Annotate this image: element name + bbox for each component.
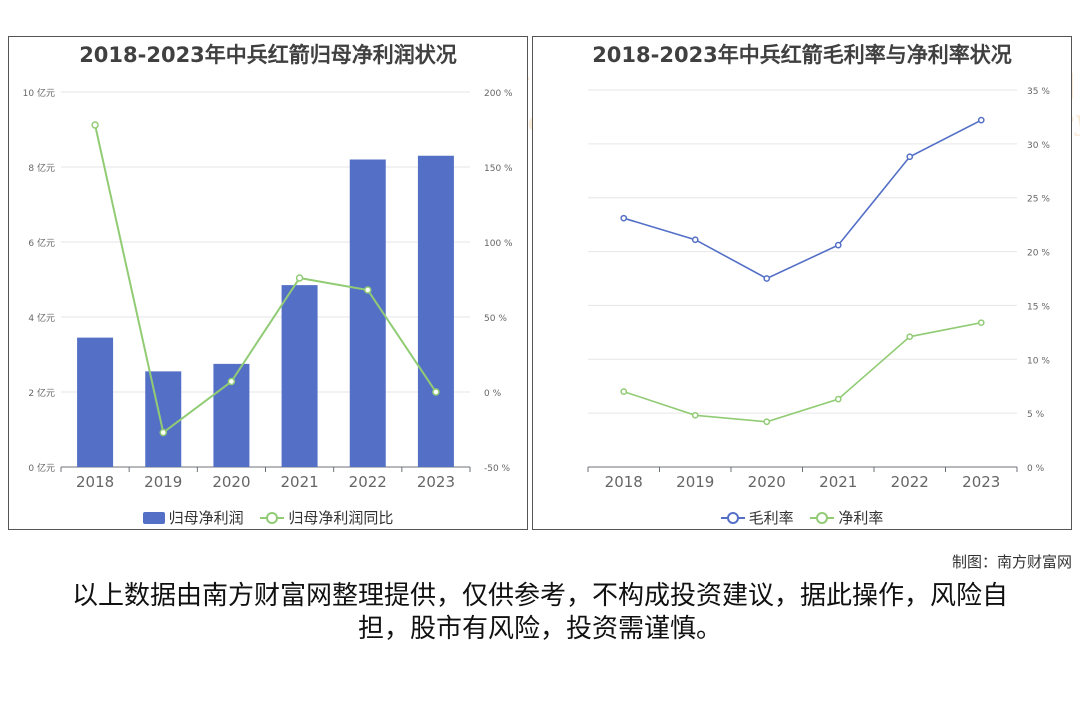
margin-legend: 毛利率 净利率 [533,507,1071,529]
y-right-tick-label: 35 % [1027,87,1050,97]
x-tick-label: 2019 [676,473,714,491]
legend-label: 归母净利润 [168,509,244,527]
x-tick-label: 2022 [891,473,929,491]
point-gross-margin [906,153,914,161]
series-line-gross-margin [623,119,982,280]
y-left-tick-label: 4 亿元 [28,312,55,324]
chart-credit: 制图：南方财富网 [951,553,1072,571]
x-tick-label: 2023 [962,473,1000,491]
point-gross-margin [620,214,628,222]
point-net-margin [906,333,914,341]
margin-chart-title: 2018-2023年中兵红箭毛利率与净利率状况 [592,43,1012,67]
x-tick-label: 2018 [76,473,114,491]
point-net-profit-yoy [91,121,99,129]
legend-label: 净利率 [838,509,884,527]
point-gross-margin [834,241,842,249]
point-net-margin [763,418,771,426]
y-right-tick-label: -50 % [484,464,511,474]
legend-line-marker-icon [810,511,835,524]
margin-chart-panel: 2018-2023年中兵红箭毛利率与净利率状况 0 % 5 % 10 % 15 % 20… [532,36,1072,530]
y-left-tick-label: 0 亿元 [28,462,55,474]
legend-label: 归母净利润同比 [288,509,394,527]
disclaimer-text: 以上数据由南方财富网整理提供，仅供参考，不构成投资建议，据此操作，风险自担，股市… [71,581,1008,644]
point-net-profit-yoy [295,274,304,282]
x-tick-label: 2021 [819,473,857,491]
legend-item-net-profit-yoy[interactable]: 归母净利润同比 [260,507,393,528]
legend-label: 毛利率 [748,509,794,527]
legend-item-net-margin[interactable]: 净利率 [810,507,883,528]
y-right-tick-label: 200 % [484,89,513,99]
point-net-profit-yoy [159,428,167,437]
point-net-profit-yoy [432,388,440,396]
y-left-tick-label: 8 亿元 [28,162,55,174]
y-right-tick-label: 0 % [1027,464,1045,474]
y-right-tick-label: 50 % [484,314,507,324]
legend-item-net-profit[interactable]: 归母净利润 [142,507,244,528]
net-profit-legend: 归母净利润 归母净利润同比 [9,507,527,529]
y-right-tick-label: 10 % [1027,356,1050,366]
x-tick-label: 2022 [349,473,387,491]
y-left-tick-label: 2 亿元 [28,387,55,399]
series-line-net-margin [623,321,982,423]
y-right-tick-label: 0 % [484,389,502,399]
x-tick-label: 2021 [280,473,318,491]
bar-net-profit [145,371,182,467]
series-line-net-profit-yoy [94,124,437,435]
point-net-profit-yoy [364,286,372,294]
legend-item-gross-margin[interactable]: 毛利率 [720,507,794,528]
y-right-tick-label: 20 % [1027,249,1050,259]
point-gross-margin [691,236,699,244]
bar-net-profit [349,159,386,467]
point-net-margin [691,411,699,419]
point-net-margin [977,319,985,327]
point-net-profit-yoy [227,377,236,386]
margin-chart: 0 % 5 % 10 % 15 % 20 % 25 % 30 % 35 % 2018 2019 20… [587,87,1050,491]
point-gross-margin [763,275,771,282]
point-net-margin [834,395,842,403]
y-right-tick-label: 100 % [484,239,513,249]
legend-bar-swatch-icon [142,511,165,524]
net-profit-chart-panel: 2018-2023年中兵红箭归母净利润状况 0 亿元 2 亿元 4 亿元 6 亿元 8 … [8,36,528,530]
y-left-tick-label: 6 亿元 [28,237,55,249]
bar-net-profit [281,285,318,467]
legend-line-marker-icon [720,511,745,524]
legend-line-marker-icon [260,511,285,524]
y-right-tick-label: 30 % [1027,141,1050,151]
point-net-margin [620,388,628,395]
x-tick-label: 2023 [417,473,455,491]
y-right-tick-label: 15 % [1027,302,1050,312]
x-tick-label: 2020 [748,473,786,491]
net-profit-chart-title: 2018-2023年中兵红箭归母净利润状况 [79,43,457,67]
x-tick-label: 2018 [605,473,643,491]
x-tick-label: 2020 [212,473,250,491]
bar-net-profit [417,155,454,467]
y-right-tick-label: 5 % [1027,410,1045,420]
x-tick-label: 2019 [144,473,182,491]
point-gross-margin [977,116,985,124]
y-right-tick-label: 25 % [1027,195,1050,205]
net-profit-chart: 0 亿元 2 亿元 4 亿元 6 亿元 8 亿元 10 亿元 -50 % 0 % 50 % 100… [23,87,513,491]
y-left-tick-label: 10 亿元 [23,87,55,99]
bar-net-profit [77,337,114,467]
y-right-tick-label: 150 % [484,164,513,174]
